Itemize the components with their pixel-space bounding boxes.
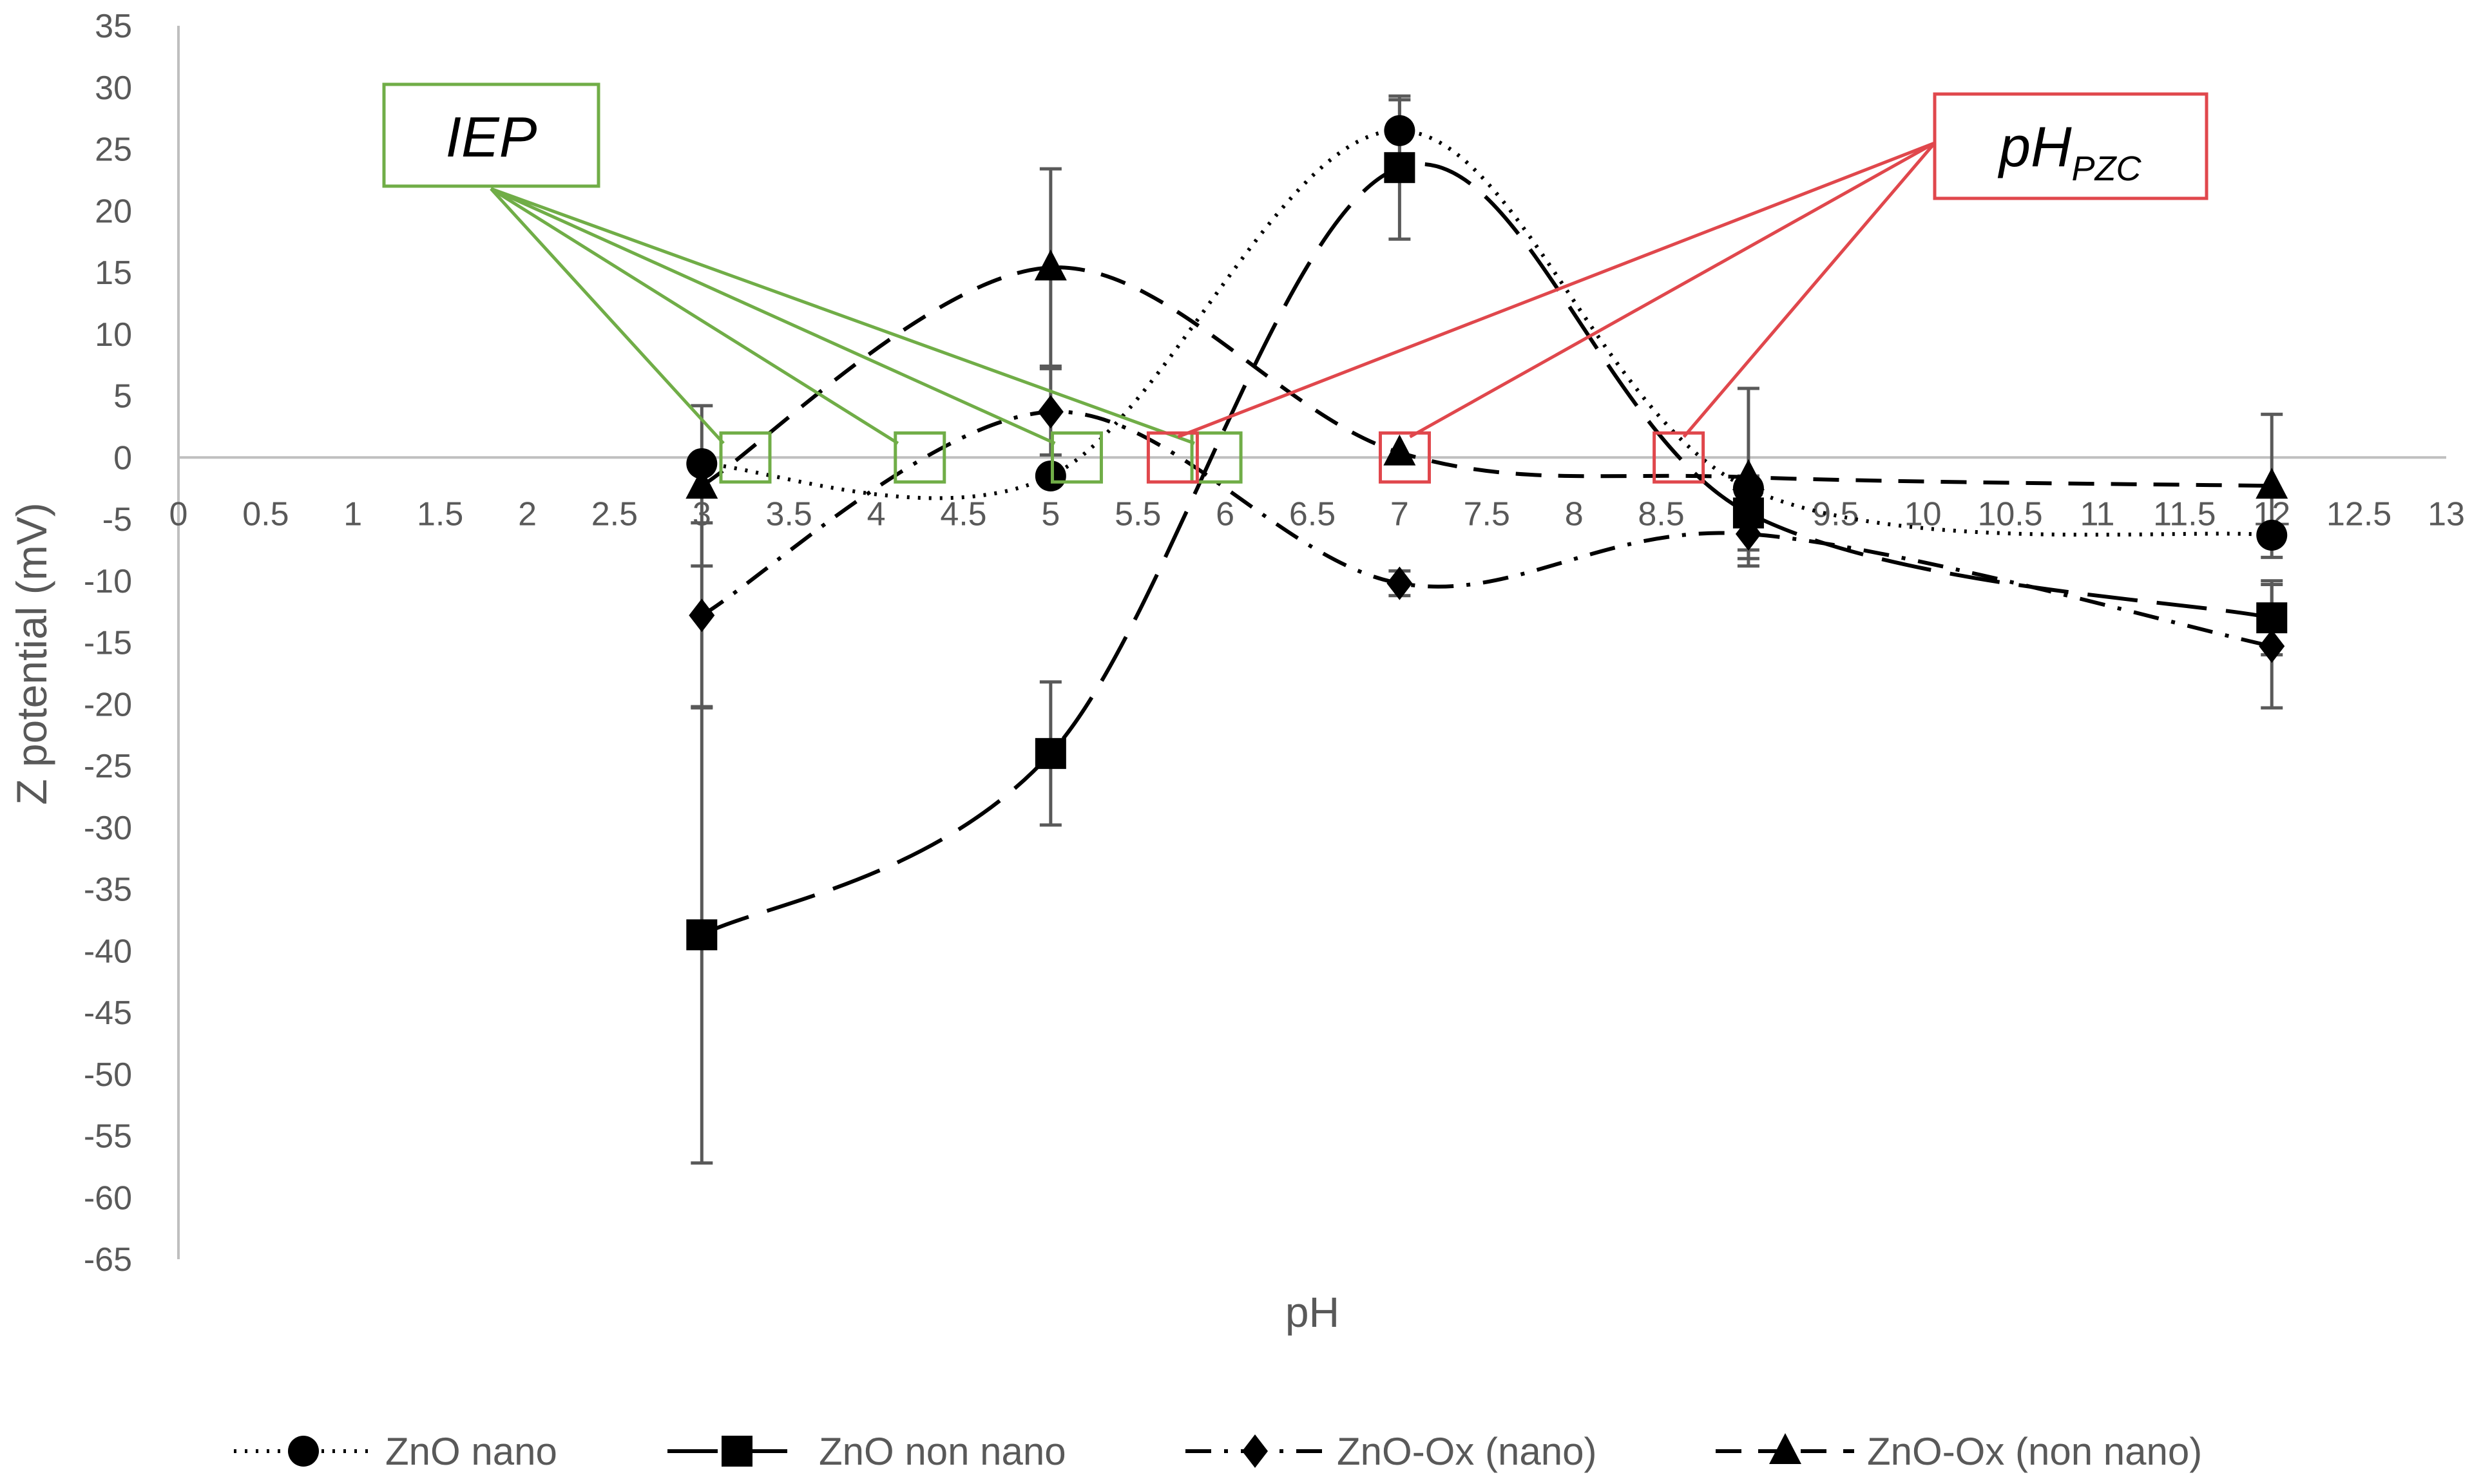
y-tick-label: 5 xyxy=(113,378,132,415)
iep-pointer-line xyxy=(490,187,899,445)
legend-label: ZnO-Ox (non nano) xyxy=(1867,1430,2202,1473)
x-tick-label: 1.5 xyxy=(417,495,463,533)
iep-marker-box xyxy=(1190,431,1243,484)
data-point xyxy=(689,598,715,633)
data-point xyxy=(1035,737,1066,769)
x-tick-label: 2.5 xyxy=(591,495,638,533)
pzc-marker-box xyxy=(1146,431,1199,484)
y-tick-label: -25 xyxy=(84,748,132,785)
data-point xyxy=(2256,602,2288,634)
data-point xyxy=(1732,459,1765,490)
y-tick-label: -45 xyxy=(84,994,132,1032)
legend: ZnO nano ZnO non nano ZnO-Ox (nano) ZnO-Ox … xyxy=(234,1430,2202,1473)
pzc-marker-box xyxy=(1653,431,1705,484)
pzc-pointer-line xyxy=(1682,142,1936,438)
x-tick-label: 0 xyxy=(169,495,188,533)
x-tick-label: 4.5 xyxy=(940,495,986,533)
legend-label: ZnO nano xyxy=(385,1430,557,1473)
data-point xyxy=(1035,460,1066,491)
data-point xyxy=(2256,519,2288,551)
iep-pointer-line xyxy=(490,187,725,444)
y-tick-label: 0 xyxy=(113,439,132,477)
y-tick-label: -50 xyxy=(84,1056,132,1094)
y-tick-label: -60 xyxy=(84,1179,132,1217)
data-point xyxy=(1037,395,1064,429)
x-tick-label: 13 xyxy=(2428,495,2465,533)
y-tick-label: 35 xyxy=(95,8,132,45)
annotations: IEP pHPZC xyxy=(382,82,2209,484)
x-tick-label: 12.5 xyxy=(2326,495,2391,533)
x-tick-label: 2 xyxy=(518,495,537,533)
data-point xyxy=(1386,566,1413,600)
x-tick-label: 4 xyxy=(867,495,886,533)
data-point xyxy=(685,468,718,499)
y-tick-label: 10 xyxy=(95,316,132,354)
iep-marker-box xyxy=(894,431,946,484)
data-point xyxy=(686,919,718,951)
x-tick-label: 1 xyxy=(343,495,362,533)
x-tick-label: 5 xyxy=(1041,495,1060,533)
iep-pointer-line xyxy=(490,187,1195,445)
x-tick-label: 0.5 xyxy=(242,495,289,533)
y-tick-label: -30 xyxy=(84,810,132,847)
x-tick-label: 10.5 xyxy=(1977,495,2042,533)
x-tick-label: 8 xyxy=(1565,495,1584,533)
data-point xyxy=(1383,434,1416,466)
x-tick-label: 11 xyxy=(2080,495,2114,533)
data-point xyxy=(1384,152,1415,184)
pzc-marker-box xyxy=(1379,431,1432,484)
series-line-4 xyxy=(700,265,2272,488)
iep-label: IEP xyxy=(446,105,537,169)
pzc-label-subscript: PZC xyxy=(2072,149,2142,188)
y-tick-label: -15 xyxy=(84,625,132,662)
iep-pointer-line xyxy=(490,187,1056,445)
data-point xyxy=(2256,468,2288,499)
data-point xyxy=(686,448,718,479)
y-tick-label: 30 xyxy=(95,70,132,107)
x-tick-label: 6 xyxy=(1216,495,1234,533)
x-tick-label: 7.5 xyxy=(1464,495,1510,533)
x-tick-label: 5.5 xyxy=(1115,495,1161,533)
data-point xyxy=(1735,517,1761,551)
x-tick-label: 7 xyxy=(1390,495,1409,533)
legend-marker xyxy=(1769,1433,1801,1464)
legend-label: ZnO-Ox (nano) xyxy=(1337,1430,1596,1473)
y-tick-label: -65 xyxy=(84,1241,132,1279)
data-point xyxy=(1034,249,1067,281)
pzc-pointer-line xyxy=(1409,141,1936,439)
legend-label: ZnO non nano xyxy=(819,1430,1066,1473)
error-bars xyxy=(691,94,2283,1165)
x-tick-label: 6.5 xyxy=(1289,495,1336,533)
y-tick-label: -20 xyxy=(84,686,132,723)
x-tick-label: 11.5 xyxy=(2153,495,2216,533)
data-point xyxy=(2259,629,2285,663)
y-tick-label: 15 xyxy=(95,254,132,292)
y-tick-label: -35 xyxy=(84,871,132,909)
legend-marker xyxy=(288,1436,319,1467)
iep-marker-box xyxy=(719,431,772,484)
series-markers xyxy=(685,115,2288,951)
data-point xyxy=(1384,115,1415,146)
x-axis-title: pH xyxy=(1285,1288,1339,1336)
y-tick-label: -10 xyxy=(84,563,132,600)
iep-marker-box xyxy=(1050,431,1103,484)
legend-marker xyxy=(722,1436,752,1467)
series-line-2 xyxy=(700,162,2272,937)
y-tick-label: 25 xyxy=(95,131,132,169)
y-tick-label: -40 xyxy=(84,933,132,970)
y-tick-label: -5 xyxy=(102,501,132,538)
legend-marker xyxy=(1242,1434,1268,1468)
iep-label-box xyxy=(382,82,600,188)
pzc-pointer-line xyxy=(1177,141,1935,439)
y-tick-label: -55 xyxy=(84,1118,132,1156)
series-line-3 xyxy=(700,410,2272,649)
x-tick-label: 3.5 xyxy=(766,495,812,533)
pzc-label-box xyxy=(1933,92,2209,200)
x-tick-label: 8.5 xyxy=(1638,495,1684,533)
y-tick-label: 20 xyxy=(95,193,132,230)
y-axis-title: Z potential (mV) xyxy=(8,502,55,804)
